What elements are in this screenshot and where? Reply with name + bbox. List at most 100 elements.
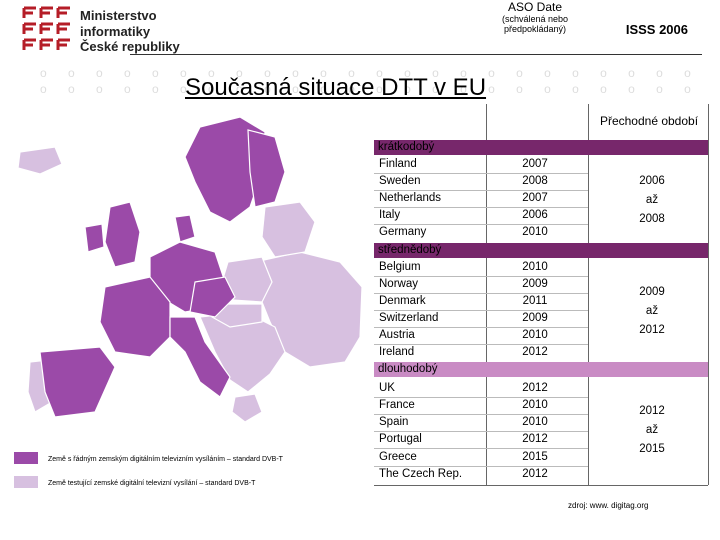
map-region-iceland: [17, 146, 63, 175]
date-cell: 2010: [522, 399, 548, 411]
date-cell: 2007: [522, 192, 548, 204]
map-region-baltic: [261, 201, 316, 258]
group-bar-short-term: krátkodobý: [374, 140, 708, 155]
country-cell: Finland: [379, 158, 417, 170]
period-to-word: až: [645, 424, 659, 436]
row-divider: [374, 293, 588, 294]
logo-line-1: Ministerstvo: [80, 8, 157, 23]
column-header-aso-date-note: (schválená nebo předpokládaný): [501, 14, 569, 34]
date-cell: 2010: [522, 329, 548, 341]
date-cell: 2012: [522, 382, 548, 394]
row-divider: [374, 344, 588, 345]
source-note: zdroj: www. digitag.org: [568, 501, 649, 510]
map-region-denmark: [174, 214, 196, 243]
group-label: dlouhodobý: [378, 363, 438, 375]
decorative-pattern: o o o o o o o o o o o o o o o o o o o o …: [40, 82, 702, 96]
transition-period-long: 2012 až 2015: [596, 402, 708, 459]
map-region-iberia: [39, 346, 116, 418]
country-cell: Denmark: [379, 295, 426, 307]
row-divider: [374, 466, 588, 467]
group-label: krátkodobý: [378, 141, 435, 153]
table-divider: [708, 104, 709, 485]
map-region-czech-austria: [189, 276, 236, 318]
period-to-word: až: [645, 194, 659, 206]
group-bar-medium-term: střednědobý: [374, 243, 708, 258]
date-cell: 2010: [522, 226, 548, 238]
map-region-italy: [169, 316, 231, 398]
row-divider: [374, 431, 588, 432]
row-divider: [374, 173, 588, 174]
country-cell: Sweden: [379, 175, 421, 187]
period-to: 2015: [639, 443, 665, 455]
row-divider: [374, 397, 588, 398]
row-divider: [374, 276, 588, 277]
period-to-word: až: [645, 305, 659, 317]
date-cell: 2009: [522, 312, 548, 324]
country-cell: Portugal: [379, 433, 422, 445]
period-from: 2006: [639, 175, 665, 187]
legend-swatch-operating: [14, 452, 38, 464]
ministry-logo: Ministerstvo informatiky České republiky: [22, 6, 180, 56]
date-cell: 2008: [522, 175, 548, 187]
country-cell: The Czech Rep.: [379, 468, 463, 480]
country-cell: France: [379, 399, 415, 411]
group-bar-long-term: dlouhodobý: [374, 362, 708, 377]
country-cell: UK: [379, 382, 395, 394]
date-cell: 2012: [522, 346, 548, 358]
date-cell: 2012: [522, 468, 548, 480]
date-cell: 2010: [522, 261, 548, 273]
country-cell: Italy: [379, 209, 401, 221]
map-region-greece-islands: [231, 393, 263, 423]
europe-map: [17, 116, 363, 423]
country-cell: Ireland: [379, 346, 415, 358]
map-region-france: [99, 276, 171, 358]
country-cell: Norway: [379, 278, 418, 290]
row-divider: [374, 327, 588, 328]
period-from: 2009: [639, 286, 665, 298]
map-region-uk: [104, 201, 141, 268]
logo-text: Ministerstvo informatiky České republiky: [80, 8, 180, 55]
date-cell: 2012: [522, 433, 548, 445]
column-header-aso-date: ASO Date (schválená nebo předpokládaný): [492, 0, 578, 50]
table-divider: [588, 104, 589, 485]
country-cell: Austria: [379, 329, 415, 341]
logo-line-3: České republiky: [80, 39, 180, 54]
map-region-scandinavia: [184, 116, 266, 223]
map-region-east: [254, 251, 363, 368]
transition-period-short: 2006 až 2008: [596, 172, 708, 229]
logo-mark-icon: [22, 6, 70, 50]
logo-line-2: informatiky: [80, 23, 151, 39]
map-region-ireland: [84, 223, 105, 253]
table-divider: [374, 485, 708, 486]
country-cell: Switzerland: [379, 312, 439, 324]
date-cell: 2011: [522, 295, 548, 307]
page-title: Současná situace DTT v EU: [185, 74, 487, 101]
date-cell: 2009: [522, 278, 548, 290]
table-divider: [486, 104, 487, 485]
decorative-pattern: o o o o o o o o o o o o o o o o o o o o …: [40, 66, 702, 80]
column-header-transition: Přechodné období: [599, 114, 699, 128]
country-cell: Belgium: [379, 261, 421, 273]
date-cell: 2006: [522, 209, 548, 221]
row-divider: [374, 224, 588, 225]
row-divider: [374, 448, 588, 449]
period-to: 2012: [639, 324, 665, 336]
legend-item-testing: Země testující zemské digitální televizn…: [48, 480, 256, 487]
row-divider: [374, 207, 588, 208]
header-divider: [130, 54, 702, 55]
legend-swatch-testing: [14, 476, 38, 488]
legend-item-operating: Země s řádným zemským digitálním televiz…: [48, 456, 283, 463]
date-cell: 2010: [522, 416, 548, 428]
row-divider: [374, 190, 588, 191]
period-to: 2008: [639, 213, 665, 225]
group-label: střednědobý: [378, 244, 442, 256]
row-divider: [374, 414, 588, 415]
transition-period-medium: 2009 až 2012: [596, 283, 708, 340]
column-header-aso-date-label: ASO Date: [507, 0, 563, 14]
date-cell: 2015: [522, 451, 548, 463]
country-cell: Spain: [379, 416, 409, 428]
country-cell: Netherlands: [379, 192, 442, 204]
period-from: 2012: [639, 405, 665, 417]
country-cell: Germany: [379, 226, 427, 238]
country-cell: Greece: [379, 451, 417, 463]
